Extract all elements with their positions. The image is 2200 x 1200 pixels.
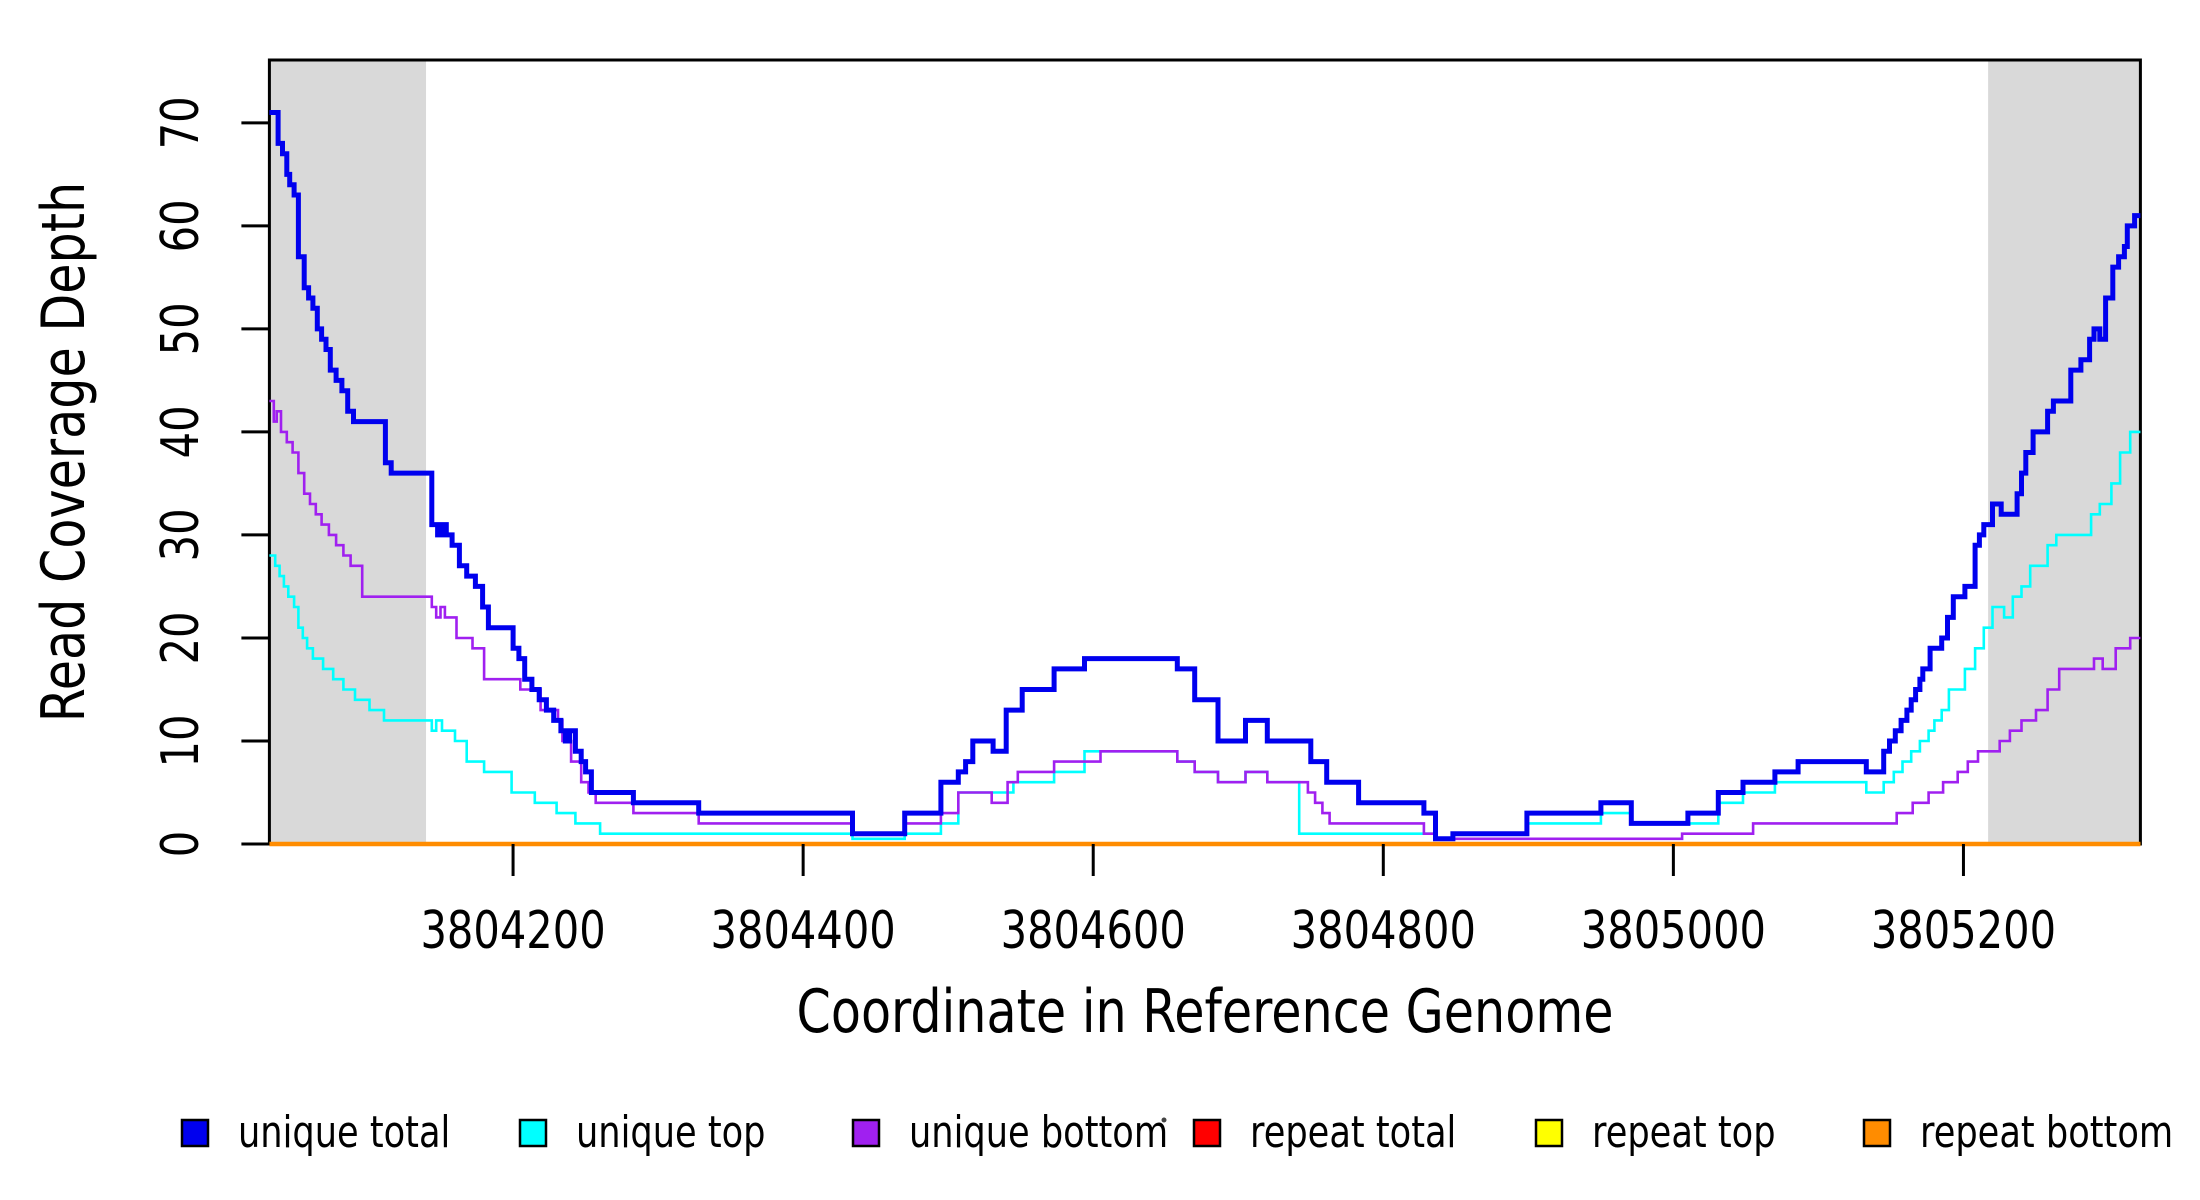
y-tick-label: 70 — [151, 96, 212, 149]
y-tick-label: 30 — [151, 508, 212, 561]
y-tick-label: 60 — [151, 199, 212, 252]
x-tick-label: 3804600 — [1001, 901, 1186, 962]
legend-item-unique-total: unique total — [180, 1107, 450, 1158]
series-unique-total — [269, 110, 2141, 842]
legend-swatch — [1192, 1118, 1222, 1148]
x-tick-label: 3804800 — [1291, 901, 1476, 962]
x-tick-label: 3805200 — [1871, 901, 2056, 962]
y-tick-label: 0 — [151, 831, 212, 857]
legend-label: unique total — [238, 1107, 450, 1158]
y-tick-label: 50 — [151, 302, 212, 355]
series-lines — [269, 110, 2141, 847]
series-unique-top — [269, 430, 2141, 841]
legend-item-unique-bottom: unique bottom — [851, 1107, 1168, 1158]
legend-swatch — [180, 1118, 210, 1148]
legend-label: repeat total — [1250, 1107, 1456, 1158]
shaded-regions — [269, 60, 2141, 844]
repeat-region-band-1 — [1988, 60, 2141, 844]
y-tick-label: 40 — [151, 405, 212, 458]
legend-swatch — [1534, 1118, 1564, 1148]
axes: 3804200 3804400 3804600 3804800 3805000 38052… — [151, 96, 2057, 961]
legend-label: repeat top — [1592, 1107, 1776, 1158]
plot-box — [267, 58, 2142, 846]
legend-swatch — [518, 1118, 548, 1148]
x-tick-label: 3804400 — [711, 901, 896, 962]
legend-label: unique top — [576, 1107, 766, 1158]
y-axis-title: Read Coverage Depth — [28, 182, 98, 722]
y-tick-label: 10 — [151, 715, 212, 768]
plot-frame — [267, 58, 2142, 846]
x-tick-label: 3804200 — [420, 901, 605, 962]
legend-swatch — [851, 1118, 881, 1148]
stray-dot — [1161, 1117, 1167, 1123]
legend-item-repeat-top: repeat top — [1534, 1107, 1776, 1158]
legend-label: unique bottom — [909, 1107, 1168, 1158]
legend-item-unique-top: unique top — [518, 1107, 766, 1158]
legend: unique total unique top unique bottom repea… — [180, 1107, 2173, 1158]
x-axis-title: Coordinate in Reference Genome — [796, 976, 1613, 1046]
legend-label: repeat bottom — [1920, 1107, 2173, 1158]
legend-swatch — [1862, 1118, 1892, 1148]
legend-item-repeat-total: repeat total — [1192, 1107, 1456, 1158]
legend-item-repeat-bottom: repeat bottom — [1862, 1107, 2173, 1158]
series-unique-bottom — [269, 399, 2141, 841]
y-tick-label: 20 — [151, 611, 212, 664]
x-tick-label: 3805000 — [1581, 901, 1766, 962]
